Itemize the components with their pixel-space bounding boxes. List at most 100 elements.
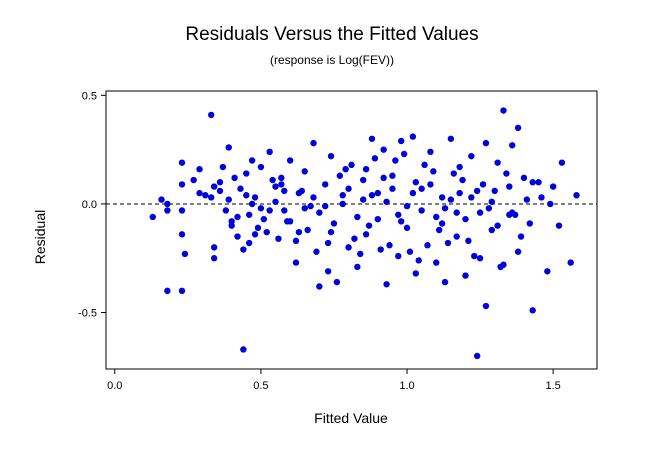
data-point (523, 196, 531, 203)
data-point (479, 181, 487, 188)
data-point (321, 181, 329, 188)
data-point (438, 194, 446, 201)
data-point (462, 215, 469, 223)
data-point (491, 187, 498, 195)
data-point (362, 231, 370, 238)
data-point (237, 185, 244, 192)
data-point (456, 189, 463, 197)
data-point (248, 200, 256, 208)
data-point (181, 250, 189, 258)
data-point (441, 278, 449, 286)
data-point (345, 244, 352, 251)
data-point (327, 152, 335, 160)
data-point (231, 174, 238, 182)
data-point (377, 246, 384, 253)
data-point (506, 183, 513, 190)
data-point (397, 137, 405, 145)
data-point (178, 181, 186, 188)
data-point (257, 163, 265, 171)
data-point (281, 207, 288, 214)
data-point (389, 172, 396, 179)
data-point (210, 183, 218, 190)
data-point (284, 218, 291, 225)
data-point (535, 179, 542, 186)
data-point (246, 239, 253, 247)
data-point (251, 194, 259, 201)
data-point (456, 163, 463, 171)
data-point (435, 226, 443, 234)
data-point (365, 222, 373, 229)
data-point (450, 170, 457, 177)
data-point (210, 244, 218, 251)
data-point (488, 226, 495, 234)
data-point (427, 148, 434, 156)
data-point (222, 207, 230, 214)
data-point (514, 124, 522, 132)
chart-title: Residuals Versus the Fitted Values (185, 24, 478, 45)
data-point (321, 202, 329, 210)
data-point (354, 213, 361, 221)
y-axis-label: Residual (32, 210, 48, 264)
data-point (482, 139, 490, 147)
data-point (462, 272, 469, 279)
data-point (447, 135, 455, 142)
data-point (441, 205, 449, 212)
data-point (389, 185, 396, 192)
data-point (313, 248, 320, 255)
data-point (208, 194, 215, 201)
data-point (383, 198, 390, 205)
data-point (292, 259, 300, 266)
data-point (409, 189, 417, 197)
data-point (509, 142, 516, 149)
data-point (488, 198, 495, 205)
data-point (275, 235, 282, 242)
data-point (348, 161, 355, 169)
x-tick-label: 1.0 (399, 380, 414, 392)
data-point (216, 179, 224, 186)
data-point (243, 192, 250, 199)
data-point (409, 133, 417, 140)
x-axis-label: Fitted Value (314, 410, 388, 426)
data-point (476, 255, 484, 262)
data-point (190, 176, 197, 184)
data-point (476, 209, 484, 216)
data-point (459, 176, 466, 184)
data-point (266, 207, 273, 214)
data-point (368, 135, 376, 142)
data-point (573, 192, 580, 199)
data-point (567, 259, 574, 266)
data-point (380, 146, 387, 153)
data-point (260, 215, 268, 223)
data-point (374, 215, 382, 223)
data-point (351, 235, 358, 242)
data-point (494, 159, 501, 166)
data-point (342, 165, 349, 173)
data-point (164, 207, 171, 214)
data-point (304, 226, 311, 234)
data-point (494, 222, 501, 229)
data-point (444, 239, 452, 247)
data-point (216, 187, 224, 195)
data-point (558, 159, 566, 166)
y-tick-label: 0.5 (82, 90, 97, 102)
data-point (400, 150, 408, 158)
data-point (202, 192, 209, 199)
data-point (526, 220, 533, 227)
data-point (433, 259, 440, 266)
data-point (240, 246, 247, 253)
data-point (292, 237, 300, 245)
data-point (415, 257, 422, 264)
data-point (473, 187, 481, 195)
data-point (281, 187, 288, 195)
plot-area-frame (105, 90, 598, 370)
data-point (228, 218, 235, 225)
data-point (330, 220, 338, 227)
data-point (234, 233, 241, 240)
data-point (529, 307, 536, 314)
chart-subtitle: (response is Log(FEV)) (270, 53, 394, 67)
data-point (412, 179, 419, 186)
data-point (298, 187, 306, 195)
data-point (278, 181, 285, 188)
data-point (453, 209, 460, 216)
